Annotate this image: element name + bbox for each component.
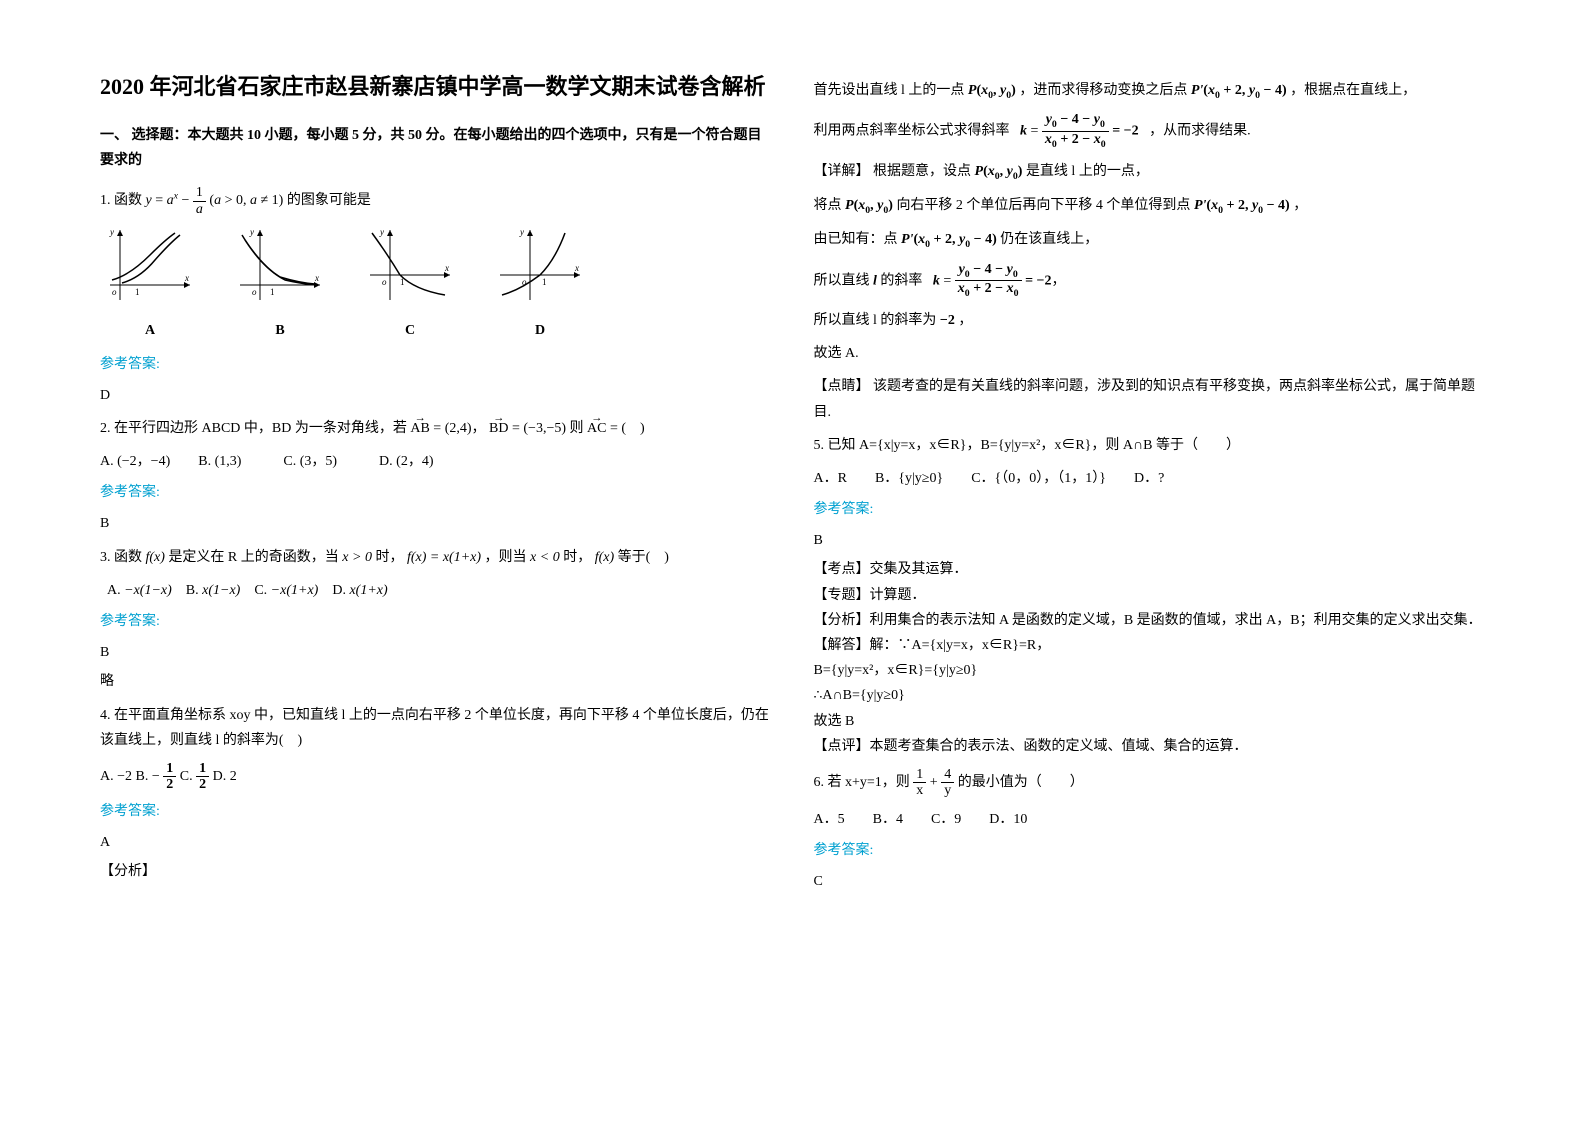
q3-cond1: x > 0 xyxy=(342,550,372,565)
q2-answer: B xyxy=(100,511,774,536)
q4-sol-8: 故选 A. xyxy=(814,341,1488,366)
exam-title: 2020 年河北省石家庄市赵县新寨店镇中学高一数学文期末试卷含解析 xyxy=(100,70,774,103)
q5-answer: B xyxy=(814,528,1488,553)
q2-eq: = ( ) xyxy=(610,421,645,436)
svg-text:1: 1 xyxy=(270,287,275,297)
q5-options: A．R B．{y|y≥0} C．{（0，0），（1，1）} D．? xyxy=(814,466,1488,491)
svg-text:x: x xyxy=(314,273,319,283)
q4-sol-5: 由已知有：点 P'(x0 + 2, y0 − 4) 仍在该直线上， xyxy=(814,227,1488,253)
q3-cond2: x < 0 xyxy=(530,550,560,565)
q4-sol-7: 所以直线 l 的斜率为 −2 ， xyxy=(814,308,1488,333)
q6-options: A．5 B．4 C．9 D．10 xyxy=(814,807,1488,832)
svg-text:1: 1 xyxy=(542,277,547,287)
svg-text:1: 1 xyxy=(135,287,140,297)
q4-sol-4: 将点 P(x0, y0) 向右平移 2 个单位后再向下平移 4 个单位得到点 P… xyxy=(814,193,1488,219)
q3-note: 略 xyxy=(100,669,774,694)
q5-solve4: 故选 B xyxy=(814,709,1488,734)
q1-answer: D xyxy=(100,383,774,408)
q2-text: 2. 在平行四边形 ABCD 中，BD 为一条对角线，若 xyxy=(100,421,407,436)
question-6: 6. 若 x+y=1，则 1x + 4y 的最小值为（ ） xyxy=(814,767,1488,799)
svg-text:y: y xyxy=(109,227,114,237)
question-3: 3. 函数 f(x) 是定义在 R 上的奇函数，当 x > 0 时， f(x) … xyxy=(100,545,774,570)
q3-fx1: f(x) = x(1+x) xyxy=(407,550,481,565)
q3-mid4: 时， xyxy=(563,550,591,565)
right-column: 首先设出直线 l 上的一点 P(x0, y0) ，进而求得移动变换之后点 P'(… xyxy=(794,70,1508,1052)
graph-a: o 1 x y A xyxy=(100,225,200,343)
section-1-title: 一、 选择题：本大题共 10 小题，每小题 5 分，共 50 分。在每小题给出的… xyxy=(100,123,774,173)
q4-answer-label: 参考答案: xyxy=(100,799,774,824)
q3-answer-label: 参考答案: xyxy=(100,609,774,634)
graph-a-label: A xyxy=(100,318,200,343)
q4-sol-6: 所以直线 l 的斜率 k = y0 − 4 − y0 x0 + 2 − x0 =… xyxy=(814,262,1488,300)
q3-prefix: 3. 函数 xyxy=(100,550,142,565)
left-column: 2020 年河北省石家庄市赵县新寨店镇中学高一数学文期末试卷含解析 一、 选择题… xyxy=(80,70,794,1052)
q3-mid1: 是定义在 R 上的奇函数，当 xyxy=(168,550,338,565)
graph-d: o 1 x y D xyxy=(490,225,590,343)
graph-b-label: B xyxy=(230,318,330,343)
svg-text:o: o xyxy=(252,287,257,297)
q2-suffix: 则 xyxy=(570,421,584,436)
q3-suffix: 等于( ) xyxy=(618,550,669,565)
q5-solve: 【解答】解：∵A={x|y=x，x∈R}=R， xyxy=(814,633,1488,658)
q1-graphs: o 1 x y A o 1 x y B xyxy=(100,225,774,343)
q5-solve3: ∴A∩B={y|y≥0} xyxy=(814,683,1488,708)
q4-analysis-label: 【分析】 xyxy=(100,859,774,884)
graph-c: o 1 x y C xyxy=(360,225,460,343)
q4-sol-2: 利用两点斜率坐标公式求得斜率 k = y0 − 4 − y0 x0 + 2 − … xyxy=(814,112,1488,150)
q4-options: A. −2 B. − 12 C. 12 D. 2 xyxy=(100,761,774,793)
q4-sol-comment: 【点睛】 该题考查的是有关直线的斜率问题，涉及到的知识点有平移变换，两点斜率坐标… xyxy=(814,374,1488,424)
svg-text:y: y xyxy=(249,227,254,237)
q1-suffix: 的图象可能是 xyxy=(287,193,371,208)
q3-options: A. −x(1−x) B. x(1−x) C. −x(1+x) D. x(1+x… xyxy=(100,578,774,603)
svg-text:y: y xyxy=(519,227,524,237)
svg-text:x: x xyxy=(444,263,449,273)
question-5: 5. 已知 A={x|y=x，x∈R}，B={y|y=x²，x∈R}，则 A∩B… xyxy=(814,433,1488,458)
question-2: 2. 在平行四边形 ABCD 中，BD 为一条对角线，若 AB = (2,4)，… xyxy=(100,416,774,441)
graph-d-label: D xyxy=(490,318,590,343)
graph-b: o 1 x y B xyxy=(230,225,330,343)
q6-answer: C xyxy=(814,869,1488,894)
q2-bd: = (−3,−5) xyxy=(512,421,566,436)
q1-prefix: 1. 函数 xyxy=(100,193,142,208)
svg-text:x: x xyxy=(184,273,189,283)
question-1: 1. 函数 y = ax − 1a (a > 0, a ≠ 1) 的图象可能是 xyxy=(100,185,774,217)
q3-answer: B xyxy=(100,640,774,665)
q4-answer: A xyxy=(100,830,774,855)
q4-sol-3: 【详解】 根据题意，设点 P(x0, y0) 是直线 l 上的一点， xyxy=(814,159,1488,185)
q5-answer-label: 参考答案: xyxy=(814,497,1488,522)
q5-review: 【点评】本题考查集合的表示法、函数的定义域、值域、集合的运算． xyxy=(814,734,1488,759)
q5-topic: 【专题】计算题． xyxy=(814,583,1488,608)
q5-analysis: 【分析】利用集合的表示法知 A 是函数的定义域，B 是函数的值域，求出 A，B；… xyxy=(814,608,1488,633)
q3-mid3: ，则当 xyxy=(485,550,527,565)
svg-text:o: o xyxy=(382,277,387,287)
q3-mid2: 时， xyxy=(375,550,403,565)
q2-answer-label: 参考答案: xyxy=(100,480,774,505)
svg-text:y: y xyxy=(379,227,384,237)
question-4: 4. 在平面直角坐标系 xoy 中，已知直线 l 上的一点向右平移 2 个单位长… xyxy=(100,703,774,753)
q1-answer-label: 参考答案: xyxy=(100,352,774,377)
q5-kp: 【考点】交集及其运算． xyxy=(814,557,1488,582)
q2-ab: = (2,4) xyxy=(433,421,471,436)
q4-sol-1: 首先设出直线 l 上的一点 P(x0, y0) ，进而求得移动变换之后点 P'(… xyxy=(814,78,1488,104)
q3-fx2: f(x) xyxy=(595,550,614,565)
q6-answer-label: 参考答案: xyxy=(814,838,1488,863)
q2-options: A. (−2，−4) B. (1,3) C. (3，5) D. (2，4) xyxy=(100,449,774,474)
svg-text:o: o xyxy=(112,287,117,297)
graph-c-label: C xyxy=(360,318,460,343)
svg-text:x: x xyxy=(574,263,579,273)
q5-solve2: B={y|y=x²，x∈R}={y|y≥0} xyxy=(814,658,1488,683)
